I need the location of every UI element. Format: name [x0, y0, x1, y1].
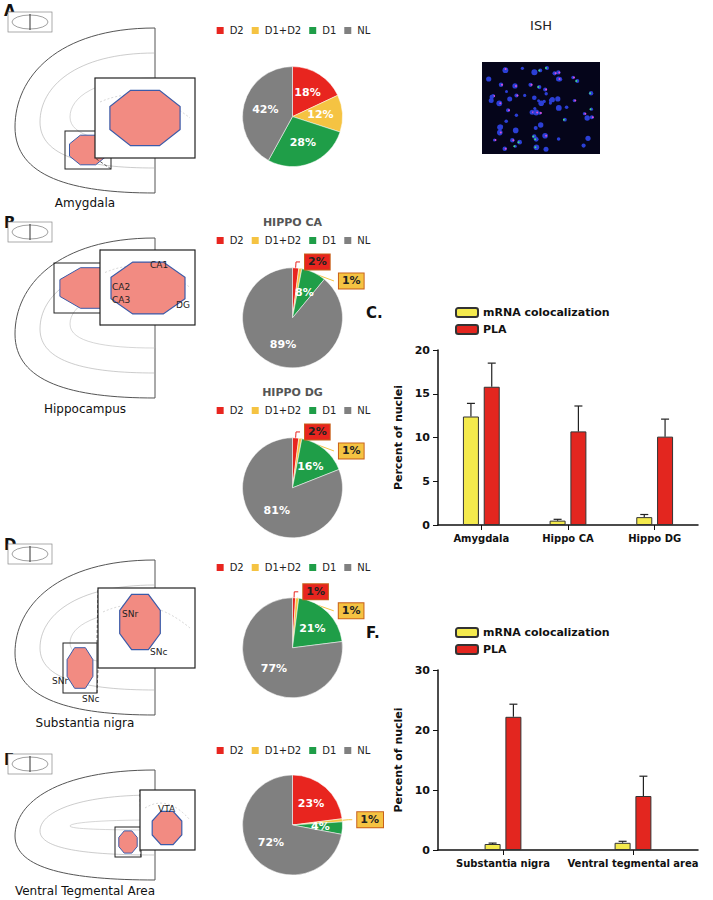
svg-text:2%: 2% [308, 255, 327, 268]
svg-text:C.: C. [366, 304, 383, 322]
svg-text:89%: 89% [270, 338, 296, 351]
svg-text:D1: D1 [322, 562, 336, 573]
svg-text:F.: F. [366, 624, 380, 642]
svg-text:HIPPO CA: HIPPO CA [263, 216, 323, 229]
svg-text:1%: 1% [342, 604, 361, 617]
svg-text:5: 5 [422, 475, 430, 488]
svg-text:18%: 18% [294, 86, 320, 99]
svg-text:16%: 16% [297, 460, 323, 473]
svg-text:D1+D2: D1+D2 [265, 745, 302, 756]
svg-text:1%: 1% [306, 585, 325, 598]
svg-text:D1: D1 [322, 745, 336, 756]
svg-text:mRNA colocalization: mRNA colocalization [483, 306, 610, 319]
svg-text:mRNA colocalization: mRNA colocalization [483, 626, 610, 639]
svg-text:D1: D1 [322, 235, 336, 246]
svg-text:Substantia nigra: Substantia nigra [456, 858, 550, 869]
svg-text:Percent of nuclei: Percent of nuclei [392, 707, 405, 812]
svg-text:D1+D2: D1+D2 [265, 562, 302, 573]
svg-text:D1+D2: D1+D2 [265, 235, 302, 246]
svg-text:D2: D2 [230, 405, 244, 416]
svg-text:D2: D2 [230, 745, 244, 756]
svg-text:NL: NL [357, 745, 370, 756]
svg-text:20: 20 [415, 344, 431, 357]
svg-text:D1+D2: D1+D2 [265, 25, 302, 36]
svg-text:0: 0 [422, 519, 430, 532]
svg-text:20: 20 [415, 724, 431, 737]
svg-text:D2: D2 [230, 25, 244, 36]
svg-text:Hippocampus: Hippocampus [44, 402, 126, 416]
svg-text:Percent of nuclei: Percent of nuclei [392, 385, 405, 490]
svg-text:15: 15 [415, 387, 430, 400]
svg-text:D1+D2: D1+D2 [265, 405, 302, 416]
svg-text:SNr: SNr [52, 676, 68, 686]
svg-text:CA3: CA3 [112, 295, 130, 305]
svg-text:28%: 28% [290, 136, 316, 149]
svg-text:Ventral tegmental area: Ventral tegmental area [567, 858, 698, 869]
svg-text:SNc: SNc [150, 647, 167, 657]
svg-text:0: 0 [422, 844, 430, 857]
svg-text:SNr: SNr [122, 609, 138, 619]
svg-text:HIPPO DG: HIPPO DG [262, 386, 323, 399]
svg-text:VTA: VTA [158, 804, 176, 814]
svg-text:D2: D2 [230, 235, 244, 246]
svg-text:81%: 81% [264, 504, 290, 517]
svg-text:PLA: PLA [483, 323, 507, 336]
svg-text:Hippo CA: Hippo CA [542, 533, 594, 544]
svg-text:30: 30 [415, 664, 431, 677]
svg-text:42%: 42% [252, 103, 278, 116]
svg-text:10: 10 [415, 784, 431, 797]
svg-text:Amygdala: Amygdala [55, 196, 115, 210]
svg-text:2%: 2% [308, 425, 327, 438]
svg-text:CA2: CA2 [112, 282, 130, 292]
svg-text:CA1: CA1 [150, 260, 168, 270]
svg-text:DG: DG [176, 300, 190, 310]
svg-text:12%: 12% [307, 108, 333, 121]
svg-text:4%: 4% [311, 820, 330, 833]
svg-text:ISH: ISH [530, 18, 552, 33]
svg-text:72%: 72% [258, 836, 284, 849]
svg-text:NL: NL [357, 562, 370, 573]
svg-text:SNc: SNc [82, 694, 99, 704]
svg-text:NL: NL [357, 405, 370, 416]
svg-text:NL: NL [357, 25, 370, 36]
svg-text:23%: 23% [298, 797, 324, 810]
svg-text:Ventral Tegmental Area: Ventral Tegmental Area [15, 884, 155, 898]
svg-text:Amygdala: Amygdala [453, 533, 509, 544]
svg-text:PLA: PLA [483, 643, 507, 656]
svg-text:D2: D2 [230, 562, 244, 573]
svg-text:77%: 77% [261, 662, 287, 675]
svg-text:8%: 8% [295, 286, 314, 299]
svg-text:21%: 21% [299, 622, 325, 635]
svg-text:Hippo DG: Hippo DG [628, 533, 681, 544]
svg-text:1%: 1% [342, 274, 361, 287]
svg-text:10: 10 [415, 431, 431, 444]
svg-text:D1: D1 [322, 25, 336, 36]
svg-text:Substantia nigra: Substantia nigra [36, 716, 135, 730]
svg-text:A.: A. [4, 2, 22, 20]
svg-text:1%: 1% [360, 813, 379, 826]
svg-text:1%: 1% [342, 444, 361, 457]
svg-text:NL: NL [357, 235, 370, 246]
svg-text:D1: D1 [322, 405, 336, 416]
